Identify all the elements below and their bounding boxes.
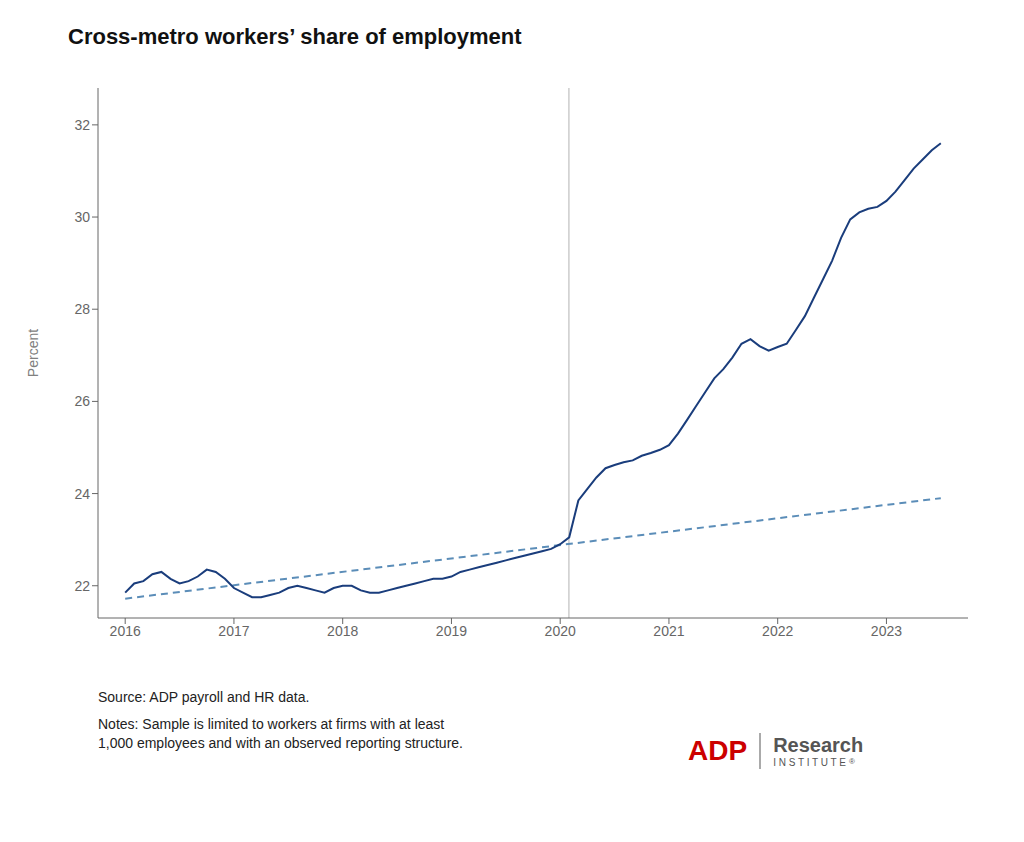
html-text:Research: Research bbox=[773, 734, 864, 756]
html-text:ADP: ADP bbox=[688, 735, 748, 766]
svg-text:2021: 2021 bbox=[653, 623, 684, 639]
svg-text:24: 24 bbox=[74, 486, 90, 502]
html-text:Cross-metro workers’ share of: Cross-metro workers’ share of employment bbox=[68, 24, 522, 49]
svg-text:Percent: Percent bbox=[25, 329, 41, 377]
svg-text:26: 26 bbox=[74, 393, 90, 409]
html-text:I N S T I T U T E ®: I N S T I T U T E ® bbox=[773, 757, 855, 768]
svg-text:2017: 2017 bbox=[218, 623, 249, 639]
svg-text:30: 30 bbox=[74, 209, 90, 225]
svg-text:2019: 2019 bbox=[436, 623, 467, 639]
svg-text:28: 28 bbox=[74, 301, 90, 317]
svg-text:2022: 2022 bbox=[762, 623, 793, 639]
svg-text:32: 32 bbox=[74, 117, 90, 133]
svg-text:2023: 2023 bbox=[871, 623, 902, 639]
svg-text:2018: 2018 bbox=[327, 623, 358, 639]
svg-text:2016: 2016 bbox=[110, 623, 141, 639]
svg-text:22: 22 bbox=[74, 578, 90, 594]
html-text:Source: ADP payroll and HR dat: Source: ADP payroll and HR data. bbox=[98, 689, 310, 705]
html-text:Notes: Sample is limited to wo: Notes: Sample is limited to workers at f… bbox=[98, 715, 463, 751]
svg-text:2020: 2020 bbox=[545, 623, 576, 639]
